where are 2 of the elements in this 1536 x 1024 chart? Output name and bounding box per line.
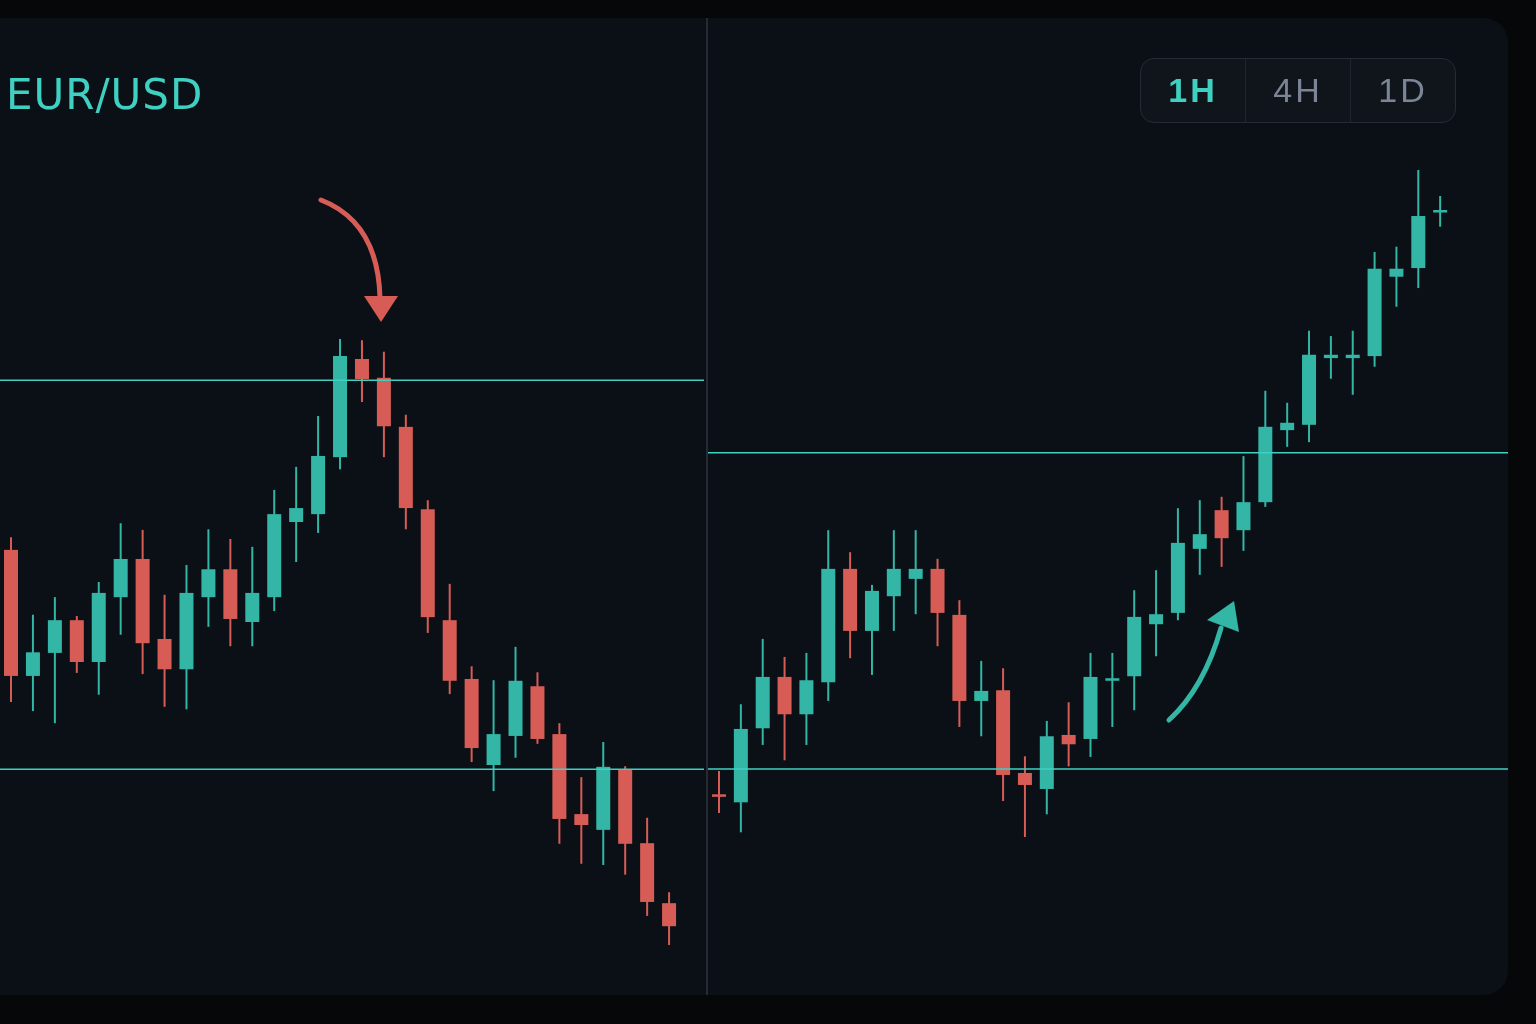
chart-title: EUR/USD <box>6 70 204 119</box>
timeframe-toggle: 1H 4H 1D <box>1140 58 1456 123</box>
